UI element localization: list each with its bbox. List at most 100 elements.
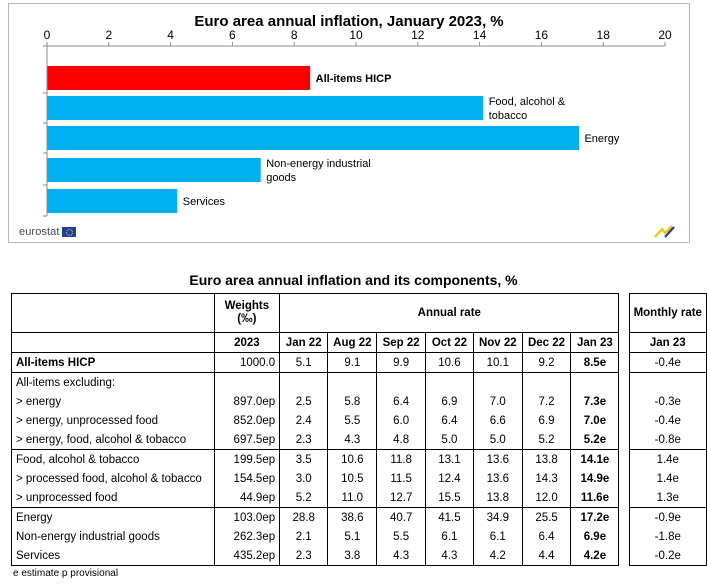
annual-rate-cell: 2.5 (279, 392, 328, 411)
eurostat-logo: eurostat (19, 226, 76, 238)
bar-category-label: Energy (584, 133, 619, 145)
annual-rate-cell: 15.5 (424, 488, 474, 508)
annual-rate-cell: 4.8 (376, 430, 426, 450)
annual-rate-cell: 3.5 (279, 449, 328, 469)
bar-chart: 0 2 4 6 8 10 12 14 16 18 20 All-items HICP Food, alc… (43, 28, 672, 217)
monthly-rate-cell: 1.4e (628, 449, 707, 469)
annual-rate-cell (472, 372, 523, 392)
annual-rate-cell: 4.3 (424, 546, 474, 566)
annual-rate-cell (327, 372, 377, 392)
x-tick-label: 14 (473, 28, 487, 42)
bar (47, 66, 311, 90)
table-row: Non-energy industrial goods 262.3ep 2.1 5.1… (11, 527, 707, 546)
x-tick-label: 18 (597, 28, 611, 42)
bar (47, 126, 579, 150)
annual-rate-cell: 6.9e (570, 527, 620, 546)
annual-rate-cell: 5.0 (424, 430, 474, 450)
inflation-table: Weights (‰) Annual rate Monthly rate 202… (11, 293, 707, 566)
eurostat-corner-mark-icon (654, 225, 675, 238)
table-row: > energy, food, alcohol & tobacco 697.5ep… (11, 430, 707, 450)
weight-cell: 154.5ep (213, 469, 280, 488)
bar-category-label: tobacco (489, 110, 528, 122)
header-weights-unit: (‰) (237, 313, 257, 325)
annual-rate-cell: 13.1 (424, 449, 474, 469)
table-row: > processed food, alcohol & tobacco 154.5… (11, 469, 707, 488)
annual-rate-cell: 6.4 (424, 411, 474, 430)
annual-rate-cell: 40.7 (376, 507, 426, 527)
header-weights: Weights (‰) (213, 293, 280, 333)
annual-rate-cell (424, 372, 474, 392)
header-month: Oct 22 (424, 332, 474, 353)
chart-panel: Euro area annual inflation, January 2023… (8, 3, 690, 243)
annual-rate-cell: 5.8 (327, 392, 377, 411)
weight-cell: 897.0ep (213, 392, 280, 411)
monthly-rate-cell: -0.4e (628, 352, 707, 373)
bar (47, 96, 484, 120)
x-tick-label: 4 (167, 28, 174, 42)
table-row: All-items excluding: (11, 372, 707, 392)
weight-cell: 697.5ep (213, 430, 280, 450)
x-tick-label: 6 (229, 28, 236, 42)
table-row: Energy 103.0ep 28.8 38.6 40.7 41.5 34.9 25.5 17.… (11, 507, 707, 527)
header-weights-label: Weights (224, 300, 270, 312)
eu-flag-icon (61, 227, 76, 237)
header-month: Sep 22 (376, 332, 426, 353)
annual-rate-cell: 6.4 (376, 392, 426, 411)
annual-rate-cell: 6.9 (424, 392, 474, 411)
annual-rate-cell: 41.5 (424, 507, 474, 527)
annual-rate-cell: 7.3e (570, 392, 620, 411)
annual-rate-cell: 2.1 (279, 527, 328, 546)
weight-cell: 1000.0 (213, 352, 280, 373)
bar (47, 189, 178, 213)
annual-rate-cell (279, 372, 328, 392)
annual-rate-cell (376, 372, 426, 392)
annual-rate-cell: 9.2 (521, 352, 571, 373)
table-row: > unprocessed food 44.9ep 5.2 11.0 12.7 15.5 1… (11, 488, 707, 508)
monthly-rate-cell: -0.4e (628, 411, 707, 430)
annual-rate-cell: 5.2e (570, 430, 620, 450)
weight-cell: 852.0ep (213, 411, 280, 430)
annual-rate-cell: 2.3 (279, 430, 328, 450)
header-month: Jan 22 (279, 332, 328, 353)
x-tick-label: 0 (44, 28, 51, 42)
table-row: > energy, unprocessed food 852.0ep 2.4 5.5 6… (11, 411, 707, 430)
annual-rate-cell (521, 372, 571, 392)
header-weights-year: 2023 (213, 332, 280, 353)
annual-rate-cell: 11.5 (376, 469, 426, 488)
annual-rate-cell: 10.5 (327, 469, 377, 488)
annual-rate-cell: 5.1 (327, 527, 377, 546)
annual-rate-cell: 5.0 (472, 430, 523, 450)
weight-cell: 103.0ep (213, 507, 280, 527)
row-label: Food, alcohol & tobacco (11, 449, 215, 469)
annual-rate-cell: 5.2 (279, 488, 328, 508)
annual-rate-cell: 5.2 (521, 430, 571, 450)
annual-rate-cell: 14.9e (570, 469, 620, 488)
annual-rate-cell: 9.9 (376, 352, 426, 373)
row-label: Services (11, 546, 215, 566)
annual-rate-cell: 4.4 (521, 546, 571, 566)
table-row: > energy 897.0ep 2.5 5.8 6.4 6.9 7.0 7.2 7.3e -0.… (11, 392, 707, 411)
annual-rate-cell: 4.2e (570, 546, 620, 566)
annual-rate-cell: 8.5e (570, 352, 620, 373)
row-label: All-items excluding: (11, 372, 215, 392)
annual-rate-cell: 5.5 (376, 527, 426, 546)
annual-rate-cell: 11.0 (327, 488, 377, 508)
header-annual-rate: Annual rate (279, 293, 620, 333)
annual-rate-cell: 4.2 (472, 546, 523, 566)
annual-rate-cell: 6.6 (472, 411, 523, 430)
annual-rate-cell: 38.6 (327, 507, 377, 527)
annual-rate-cell: 25.5 (521, 507, 571, 527)
header-monthly-rate: Monthly rate (628, 293, 707, 333)
annual-rate-cell (570, 372, 620, 392)
chart-title: Euro area annual inflation, January 2023… (194, 13, 504, 30)
annual-rate-cell: 2.4 (279, 411, 328, 430)
weight-cell: 262.3ep (213, 527, 280, 546)
monthly-rate-cell (628, 372, 707, 392)
annual-rate-cell: 5.1 (279, 352, 328, 373)
row-label: Energy (11, 507, 215, 527)
x-tick-label: 2 (105, 28, 112, 42)
row-label: Non-energy industrial goods (11, 527, 215, 546)
annual-rate-cell: 14.3 (521, 469, 571, 488)
annual-rate-cell: 6.0 (376, 411, 426, 430)
bar (47, 158, 261, 182)
